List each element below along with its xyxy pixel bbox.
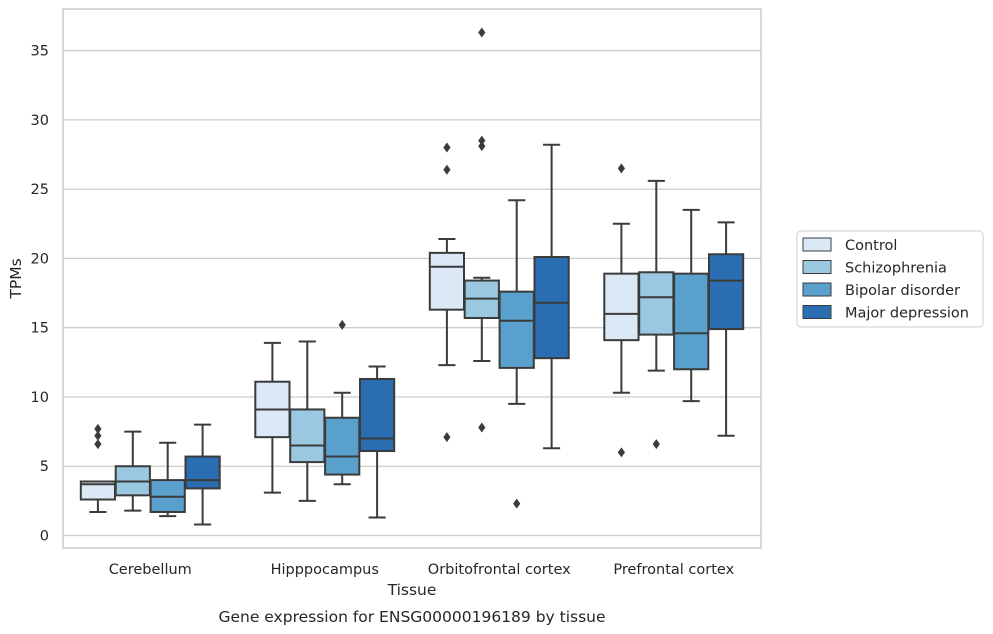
- box-body: [289, 408, 326, 464]
- y-axis-label: TPMs: [7, 258, 25, 299]
- x-tick-label: Cerebellum: [109, 562, 192, 578]
- legend-swatch: [802, 282, 832, 297]
- y-tick-label: 20: [31, 251, 49, 267]
- box: [498, 199, 535, 509]
- box-body: [707, 253, 745, 331]
- y-tick-label: 25: [31, 182, 49, 198]
- y-tick-label: 15: [31, 321, 49, 337]
- outlier-point: [478, 422, 486, 433]
- x-tick-label: Prefrontal cortex: [613, 562, 734, 578]
- outlier-point: [617, 447, 625, 458]
- legend-label: Schizophrenia: [845, 261, 947, 277]
- legend-swatch: [802, 260, 832, 274]
- legend: Control Schizophrenia Bipolar disorder Majo…: [796, 230, 984, 328]
- legend-item: Bipolar disorder: [802, 282, 960, 299]
- gridlines: [63, 49, 761, 537]
- box: [114, 430, 151, 512]
- box-body: [358, 377, 396, 453]
- box-body: [498, 290, 535, 369]
- box-body: [533, 256, 570, 360]
- outlier-point: [478, 27, 486, 38]
- legend-box: [796, 230, 984, 328]
- x-tick-label: Hipppocampus: [271, 562, 379, 578]
- box-group: [254, 319, 396, 519]
- chart-caption: Gene expression for ENSG00000196189 by t…: [218, 608, 605, 626]
- y-tick-label: 0: [40, 529, 49, 545]
- box: [533, 143, 570, 450]
- box: [428, 142, 466, 443]
- box-body: [324, 416, 361, 476]
- outlier-point: [94, 439, 102, 450]
- box-group: [79, 423, 221, 526]
- box-group: [428, 27, 570, 509]
- y-tick-label: 5: [40, 459, 49, 475]
- box-body: [638, 271, 675, 336]
- legend-label: Major depression: [845, 306, 969, 322]
- x-axis-label: Tissue: [387, 581, 437, 599]
- box: [79, 423, 117, 513]
- box: [254, 341, 291, 494]
- legend-item: Major depression: [802, 305, 969, 322]
- box: [358, 365, 396, 519]
- y-tick-label: 10: [31, 390, 49, 406]
- outlier-point: [94, 430, 102, 441]
- box-body: [184, 455, 221, 490]
- legend-swatch: [802, 305, 832, 319]
- outlier-point: [443, 432, 451, 443]
- outlier-point: [652, 439, 660, 450]
- outlier-point: [478, 135, 486, 146]
- box-group: [603, 163, 745, 458]
- box-body: [428, 251, 466, 311]
- y-tick-label: 35: [31, 44, 49, 60]
- outlier-point: [617, 163, 625, 174]
- box-body: [673, 272, 710, 371]
- outlier-point: [443, 142, 451, 153]
- outlier-point: [338, 319, 346, 330]
- legend-item: Schizophrenia: [802, 260, 947, 277]
- outlier-point: [443, 164, 451, 175]
- box: [638, 179, 675, 450]
- outlier-point: [94, 423, 102, 434]
- box-plot-groups: [79, 27, 745, 526]
- box: [184, 423, 221, 526]
- box: [673, 208, 710, 403]
- box: [149, 441, 186, 518]
- outlier-point: [513, 498, 521, 509]
- plot-frame: [62, 8, 762, 549]
- outlier-point: [478, 141, 486, 152]
- y-tick-label: 30: [31, 113, 49, 129]
- x-tick-label: Orbitofrontal cortex: [428, 562, 571, 578]
- box: [603, 163, 640, 458]
- legend-label: Bipolar disorder: [845, 283, 960, 299]
- legend-item: Control: [802, 237, 897, 254]
- y-tick-labels: 0 5 10 15 20 25 30 35: [31, 44, 49, 545]
- box: [463, 27, 500, 433]
- legend-swatch: [802, 237, 832, 252]
- x-tick-labels: Cerebellum Hipppocampus Orbitofrontal cort…: [109, 562, 735, 578]
- legend-label: Control: [845, 238, 897, 254]
- box: [707, 221, 745, 437]
- box-body: [603, 272, 640, 342]
- box: [324, 319, 361, 486]
- box: [289, 340, 326, 502]
